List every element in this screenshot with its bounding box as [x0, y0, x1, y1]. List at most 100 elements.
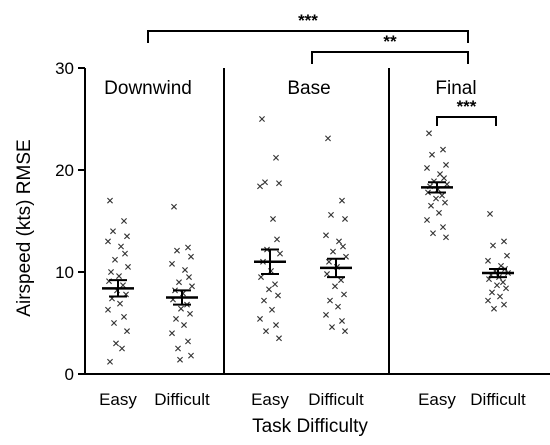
- data-point: [262, 179, 268, 186]
- x-tick-label: Easy: [99, 390, 137, 409]
- data-point: [441, 175, 447, 182]
- group-difficult: Difficult: [470, 210, 526, 409]
- y-tick-label: 30: [55, 59, 74, 78]
- data-point: [117, 300, 123, 307]
- data-point: [442, 199, 448, 206]
- data-point: [188, 253, 194, 260]
- data-point: [328, 211, 334, 218]
- data-point: [339, 197, 345, 204]
- significance-bracket: ***: [436, 97, 497, 126]
- significance-label: ***: [457, 97, 477, 116]
- group-easy: Easy: [251, 116, 289, 409]
- data-point: [122, 250, 128, 257]
- data-point: [424, 216, 430, 223]
- data-point: [182, 266, 188, 273]
- data-point: [340, 243, 346, 250]
- data-point: [171, 203, 177, 210]
- data-point: [186, 274, 192, 281]
- data-point: [439, 192, 445, 199]
- data-point: [273, 154, 279, 161]
- data-point: [266, 286, 272, 293]
- data-point: [426, 130, 432, 137]
- data-point: [116, 273, 122, 280]
- data-point: [112, 256, 118, 263]
- panel-title: Base: [287, 78, 330, 99]
- data-point: [173, 315, 179, 322]
- data-point: [185, 244, 191, 251]
- data-point: [263, 328, 269, 335]
- data-point: [433, 195, 439, 202]
- data-point: [175, 345, 181, 352]
- data-point: [121, 313, 127, 320]
- data-point: [188, 352, 194, 359]
- data-point: [110, 228, 116, 235]
- data-point: [257, 183, 263, 190]
- panel-title: Downwind: [104, 78, 192, 99]
- data-point: [176, 279, 182, 286]
- data-point: [258, 274, 264, 281]
- panel-base: Base Easy Difficult: [251, 68, 390, 409]
- data-point: [324, 271, 330, 278]
- bracket-line: [436, 116, 497, 126]
- data-point: [169, 330, 175, 337]
- y-tick-label: 10: [55, 263, 74, 282]
- data-point: [487, 210, 493, 217]
- data-point: [124, 233, 130, 240]
- bracket-line: [147, 30, 469, 43]
- panel-downwind: Downwind Easy Difficult: [99, 68, 225, 409]
- data-point: [491, 305, 497, 312]
- data-point: [327, 297, 333, 304]
- data-point: [269, 306, 275, 313]
- x-tick-label: Easy: [418, 390, 456, 409]
- data-point: [107, 358, 113, 365]
- data-point: [443, 234, 449, 241]
- x-tick-label: Difficult: [470, 390, 526, 409]
- data-point: [494, 282, 500, 289]
- significance-bracket: ***: [147, 11, 469, 43]
- group-easy: Easy: [418, 130, 456, 409]
- x-tick-label: Easy: [251, 390, 289, 409]
- data-point: [326, 258, 332, 265]
- x-axis-title: Task Difficulty: [252, 416, 368, 437]
- data-point: [261, 297, 267, 304]
- data-point: [118, 243, 124, 250]
- data-point: [111, 320, 117, 326]
- data-point: [430, 230, 436, 237]
- data-point: [105, 306, 111, 313]
- data-point: [270, 215, 276, 222]
- data-point: [490, 242, 496, 249]
- data-point: [341, 291, 347, 298]
- data-point: [436, 209, 442, 216]
- data-point: [339, 317, 345, 324]
- data-point: [501, 238, 507, 245]
- data-point: [272, 281, 278, 288]
- significance-label: ***: [298, 11, 318, 30]
- x-tick-label: Difficult: [308, 390, 364, 409]
- data-point: [338, 277, 344, 284]
- data-point: [185, 338, 191, 345]
- data-point: [332, 283, 338, 290]
- y-axis-title: Airspeed (kts) RMSE: [14, 139, 35, 316]
- data-point: [443, 161, 449, 168]
- data-point: [503, 285, 509, 292]
- significance-bracket: **: [311, 32, 469, 64]
- data-point: [189, 283, 195, 290]
- y-tick-label: 20: [55, 161, 74, 180]
- data-point: [177, 356, 183, 363]
- data-point: [113, 340, 119, 347]
- data-point: [108, 269, 114, 275]
- data-point: [428, 202, 434, 209]
- data-point: [497, 293, 503, 300]
- data-point: [107, 197, 113, 204]
- data-point: [485, 297, 491, 304]
- data-point: [489, 289, 495, 296]
- data-point: [120, 282, 126, 289]
- data-point: [105, 238, 111, 245]
- data-point: [257, 315, 263, 322]
- data-point: [440, 224, 446, 231]
- data-point: [342, 215, 348, 222]
- panel-final: Final Easy Difficult: [418, 78, 526, 409]
- data-point: [121, 218, 127, 224]
